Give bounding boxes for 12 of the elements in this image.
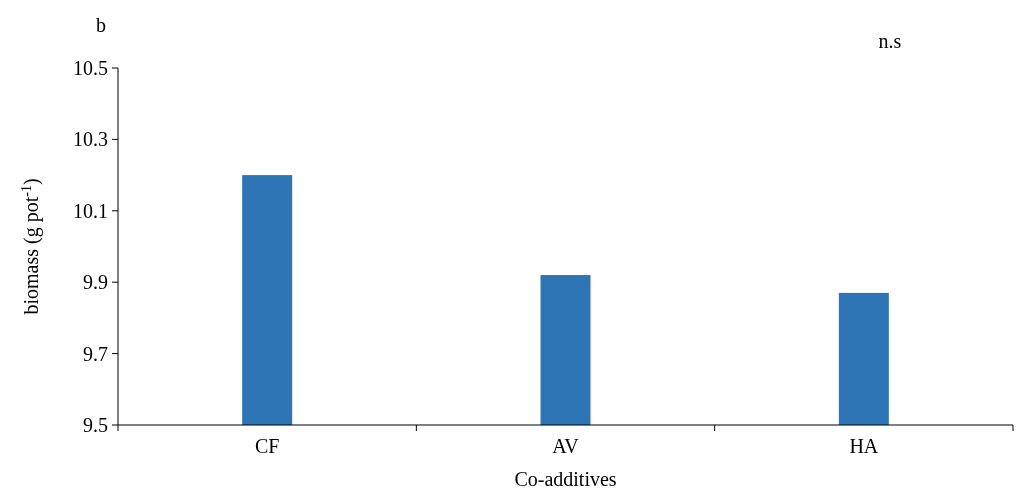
x-axis-title: Co-additives — [514, 468, 617, 490]
y-tick-label: 10.1 — [73, 199, 108, 222]
text: b — [96, 14, 106, 36]
y-tick-label: 9.7 — [83, 342, 108, 365]
y-tick-label: 10.3 — [73, 128, 108, 151]
x-tick-label: CF — [254, 435, 280, 457]
y-tick-label: 10.5 — [73, 57, 108, 79]
x-tick-label: HA — [849, 435, 879, 457]
y-tick-label: 9.5 — [83, 414, 108, 436]
y-tick-label: 9.9 — [83, 271, 108, 294]
x-tick-label: AV — [552, 435, 580, 457]
text: n.s — [878, 30, 902, 52]
